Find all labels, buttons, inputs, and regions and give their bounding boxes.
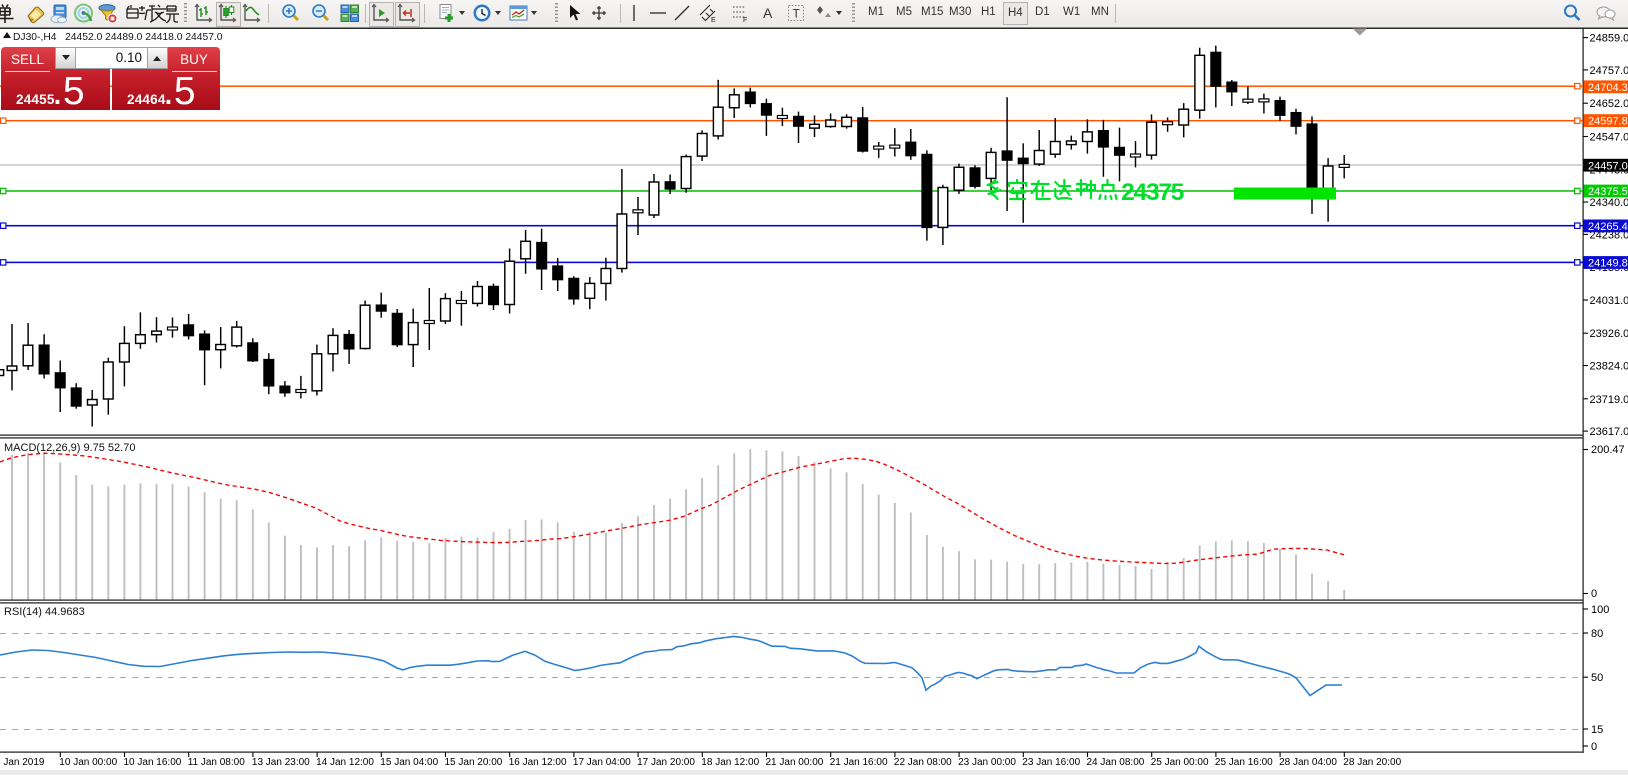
svg-text:24375: 24375 — [1121, 179, 1184, 206]
svg-text:9 Jan 2019: 9 Jan 2019 — [0, 757, 45, 768]
svg-text:10 Jan 16:00: 10 Jan 16:00 — [124, 757, 182, 768]
svg-text:15: 15 — [1591, 724, 1603, 736]
svg-text:21 Jan 00:00: 21 Jan 00:00 — [766, 757, 824, 768]
svg-text:11 Jan 08:00: 11 Jan 08:00 — [188, 757, 246, 768]
svg-text:23 Jan 00:00: 23 Jan 00:00 — [958, 757, 1016, 768]
svg-text:24375.5: 24375.5 — [1588, 186, 1628, 198]
svg-text:24704.3: 24704.3 — [1588, 82, 1628, 94]
svg-text:0: 0 — [1591, 588, 1597, 600]
svg-text:17 Jan 04:00: 17 Jan 04:00 — [573, 757, 631, 768]
svg-text:T: T — [793, 7, 801, 21]
svg-text:24652.0: 24652.0 — [1590, 98, 1628, 110]
svg-text:13 Jan 23:00: 13 Jan 23:00 — [252, 757, 310, 768]
svg-text:RSI(14) 44.9683: RSI(14) 44.9683 — [4, 606, 85, 618]
svg-text:14 Jan 12:00: 14 Jan 12:00 — [316, 757, 374, 768]
svg-text:E: E — [711, 17, 716, 24]
svg-text:10 Jan 00:00: 10 Jan 00:00 — [59, 757, 117, 768]
svg-text:25 Jan 16:00: 25 Jan 16:00 — [1215, 757, 1273, 768]
svg-text:25 Jan 00:00: 25 Jan 00:00 — [1151, 757, 1209, 768]
svg-text:28 Jan 20:00: 28 Jan 20:00 — [1343, 757, 1401, 768]
svg-text:23617.0: 23617.0 — [1590, 426, 1628, 438]
svg-text:100: 100 — [1591, 604, 1609, 616]
svg-text:0: 0 — [1591, 741, 1597, 753]
svg-text:24031.0: 24031.0 — [1590, 295, 1628, 307]
svg-text:MACD(12,26,9) 9.75 52.70: MACD(12,26,9) 9.75 52.70 — [4, 442, 135, 454]
svg-text:18 Jan 12:00: 18 Jan 12:00 — [701, 757, 759, 768]
svg-text:23 Jan 16:00: 23 Jan 16:00 — [1022, 757, 1080, 768]
svg-text:17 Jan 20:00: 17 Jan 20:00 — [637, 757, 695, 768]
svg-text:15 Jan 20:00: 15 Jan 20:00 — [445, 757, 503, 768]
svg-text:24238.0: 24238.0 — [1590, 229, 1628, 241]
svg-text:24597.8: 24597.8 — [1588, 116, 1628, 128]
svg-text:200.47: 200.47 — [1591, 444, 1625, 456]
svg-text:24149.8: 24149.8 — [1588, 258, 1628, 270]
svg-text:15 Jan 04:00: 15 Jan 04:00 — [380, 757, 438, 768]
svg-text:DJ30-,H4 24452.0 24489.0 244: DJ30-,H4 24452.0 24489.0 24418.0 24457.0 — [13, 32, 223, 43]
svg-text:16 Jan 12:00: 16 Jan 12:00 — [509, 757, 567, 768]
svg-text:24340.0: 24340.0 — [1590, 197, 1628, 209]
svg-text:50: 50 — [1591, 672, 1603, 684]
svg-text:23926.0: 23926.0 — [1590, 328, 1628, 340]
svg-text:21 Jan 16:00: 21 Jan 16:00 — [830, 757, 888, 768]
svg-text:23824.0: 23824.0 — [1590, 361, 1628, 373]
svg-text:24265.4: 24265.4 — [1588, 221, 1628, 233]
svg-text:28 Jan 04:00: 28 Jan 04:00 — [1279, 757, 1337, 768]
svg-text:24 Jan 08:00: 24 Jan 08:00 — [1087, 757, 1145, 768]
svg-text:24859.0: 24859.0 — [1590, 33, 1628, 45]
svg-text:F: F — [743, 17, 747, 24]
svg-text:22 Jan 08:00: 22 Jan 08:00 — [894, 757, 952, 768]
svg-text:A: A — [763, 5, 773, 21]
svg-text:23719.0: 23719.0 — [1590, 394, 1628, 406]
svg-text:24757.0: 24757.0 — [1590, 65, 1628, 77]
svg-text:24547.0: 24547.0 — [1590, 132, 1628, 144]
svg-text:80: 80 — [1591, 628, 1603, 640]
svg-text:24457.0: 24457.0 — [1588, 160, 1628, 172]
